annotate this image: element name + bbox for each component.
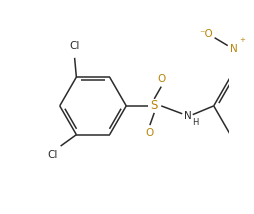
Text: N: N (230, 44, 238, 54)
Text: Cl: Cl (69, 41, 80, 51)
Text: O: O (157, 74, 165, 84)
Text: Cl: Cl (47, 150, 58, 160)
Text: ⁻O: ⁻O (199, 29, 213, 39)
Text: N: N (184, 111, 191, 121)
Text: +: + (240, 37, 246, 43)
Text: O: O (146, 128, 154, 138)
Text: S: S (151, 99, 158, 112)
Text: H: H (192, 118, 199, 127)
